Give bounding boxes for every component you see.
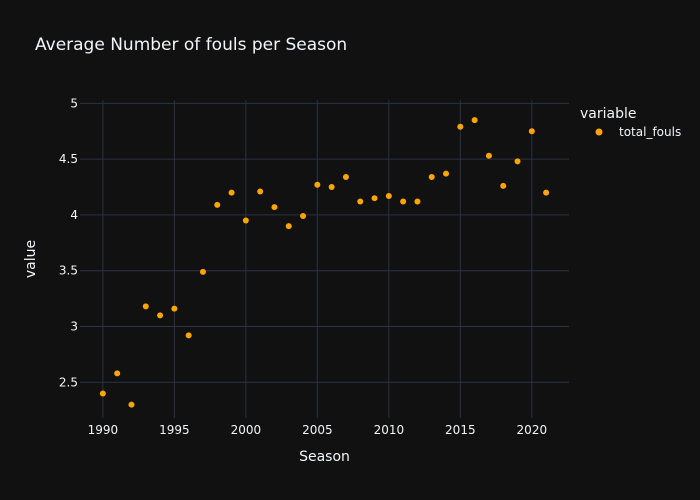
- data-point[interactable]: [142, 303, 149, 310]
- data-point[interactable]: [528, 128, 535, 135]
- data-point[interactable]: [285, 223, 292, 230]
- y-axis-title: value: [23, 240, 39, 278]
- chart-title: Average Number of fouls per Season: [35, 35, 347, 55]
- x-tick-label: 2000: [231, 423, 262, 437]
- data-point[interactable]: [157, 312, 164, 319]
- data-point[interactable]: [400, 198, 407, 205]
- x-tick-label: 2005: [302, 423, 333, 437]
- y-tick-label: 3: [70, 320, 78, 334]
- data-point[interactable]: [228, 189, 235, 196]
- x-tick-label: 2010: [374, 423, 405, 437]
- data-point[interactable]: [314, 181, 321, 188]
- y-tick-label: 4.5: [59, 152, 78, 166]
- y-tick-label: 2.5: [59, 375, 78, 389]
- y-tick-label: 4: [70, 208, 78, 222]
- data-point[interactable]: [485, 152, 492, 159]
- data-point[interactable]: [414, 198, 421, 205]
- legend-label-total-fouls: total_fouls: [619, 125, 681, 139]
- grid-lines: [80, 100, 569, 418]
- x-tick-label: 1990: [88, 423, 119, 437]
- y-axis-ticks: 2.5 3 3.5 4 4.5 5: [59, 96, 78, 389]
- data-point[interactable]: [214, 201, 221, 208]
- data-point[interactable]: [171, 305, 178, 312]
- x-tick-label: 2020: [517, 423, 548, 437]
- data-point[interactable]: [457, 123, 464, 130]
- legend: variable total_fouls: [580, 106, 681, 139]
- x-tick-label: 2015: [445, 423, 476, 437]
- data-point[interactable]: [342, 173, 349, 180]
- data-points: [99, 117, 550, 408]
- data-point[interactable]: [471, 117, 478, 124]
- data-point[interactable]: [242, 217, 249, 224]
- legend-marker-total-fouls: [595, 128, 603, 136]
- x-tick-label: 1995: [159, 423, 190, 437]
- data-point[interactable]: [328, 184, 335, 191]
- data-point[interactable]: [300, 213, 307, 220]
- data-point[interactable]: [514, 158, 521, 165]
- x-axis-ticks: 1990 1995 2000 2005 2010 2015 2020: [88, 423, 547, 437]
- x-axis-title: Season: [299, 449, 350, 465]
- data-point[interactable]: [185, 332, 192, 339]
- data-point[interactable]: [500, 182, 507, 189]
- legend-item-total-fouls[interactable]: total_fouls: [595, 125, 682, 139]
- data-point[interactable]: [128, 401, 135, 408]
- plot-area: [80, 100, 569, 418]
- data-point[interactable]: [443, 170, 450, 177]
- data-point[interactable]: [114, 370, 121, 377]
- y-tick-label: 3.5: [59, 264, 78, 278]
- y-tick-label: 5: [70, 96, 78, 110]
- data-point[interactable]: [99, 390, 106, 397]
- data-point[interactable]: [357, 198, 364, 205]
- data-point[interactable]: [385, 192, 392, 199]
- data-point[interactable]: [371, 195, 378, 202]
- data-point[interactable]: [428, 173, 435, 180]
- data-point[interactable]: [257, 188, 264, 195]
- legend-title: variable: [580, 106, 636, 122]
- data-point[interactable]: [271, 204, 278, 211]
- data-point[interactable]: [543, 189, 550, 196]
- data-point[interactable]: [199, 268, 206, 275]
